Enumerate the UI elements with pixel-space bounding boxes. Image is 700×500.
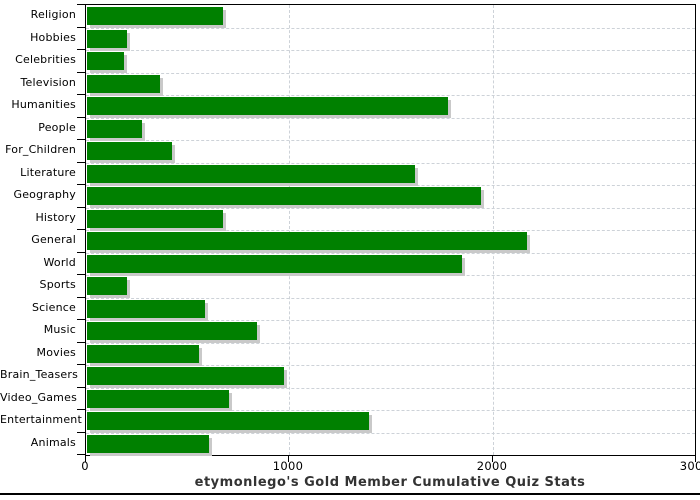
category-label: World <box>43 255 76 269</box>
y-axis-tick <box>77 139 85 140</box>
y-axis-tick <box>77 274 85 275</box>
horizontal-gridline <box>86 72 695 74</box>
bar-science <box>87 299 205 318</box>
y-axis-tick <box>77 184 85 185</box>
y-axis-tick <box>77 454 85 455</box>
category-label: Celebrities <box>15 53 76 66</box>
y-axis-tick <box>77 341 85 343</box>
bar-religion <box>87 7 223 25</box>
y-axis-tick <box>77 116 85 118</box>
category-label: General <box>31 233 76 246</box>
category-label: Video_Games <box>0 390 77 404</box>
y-axis-tick <box>77 251 85 253</box>
horizontal-gridline <box>86 140 695 141</box>
y-axis-tick <box>77 26 85 28</box>
horizontal-gridline <box>86 162 695 164</box>
plot-area <box>85 4 696 456</box>
horizontal-gridline <box>86 320 695 321</box>
category-label: Television <box>20 75 76 89</box>
bar-sports <box>87 277 127 295</box>
bar-entertainment <box>87 412 369 430</box>
bar-humanities <box>87 97 448 115</box>
bar-geography <box>87 187 481 205</box>
category-label: Entertainment <box>0 413 82 426</box>
horizontal-gridline <box>86 252 695 254</box>
bar-history <box>87 209 223 228</box>
horizontal-gridline <box>86 50 695 51</box>
x-axis-tick-label: 1000 <box>272 459 304 473</box>
horizontal-gridline <box>86 387 695 389</box>
y-axis-tick <box>77 319 85 320</box>
horizontal-gridline <box>86 275 695 276</box>
chart-title: etymonlego's Gold Member Cumulative Quiz… <box>194 475 586 490</box>
horizontal-gridline <box>86 117 695 119</box>
category-label: Humanities <box>11 98 76 111</box>
y-axis-tick <box>77 49 85 50</box>
category-label: Literature <box>20 165 76 179</box>
x-axis-tick-label: 3000 <box>679 459 700 473</box>
category-label: Religion <box>30 8 76 21</box>
horizontal-gridline <box>86 27 695 29</box>
horizontal-gridline <box>86 230 695 231</box>
category-label: History <box>35 210 76 224</box>
x-axis-tick <box>492 455 493 462</box>
category-label: Movies <box>36 345 76 359</box>
bar-for_children <box>87 142 172 160</box>
x-axis-tick <box>288 455 289 462</box>
horizontal-gridline <box>86 365 695 366</box>
y-axis-tick <box>77 409 85 410</box>
y-axis-tick <box>77 229 85 230</box>
horizontal-gridline <box>86 95 695 96</box>
horizontal-gridline <box>86 297 695 299</box>
bar-general <box>87 232 527 250</box>
category-label: People <box>38 120 76 134</box>
bar-brain_teasers <box>87 367 284 385</box>
y-axis-tick <box>77 364 85 365</box>
horizontal-gridline <box>86 410 695 411</box>
x-axis-tick-label: 0 <box>81 459 89 473</box>
category-label: Music <box>43 323 76 336</box>
y-axis-tick <box>77 71 85 73</box>
bar-hobbies <box>87 29 127 48</box>
category-label: Sports <box>39 278 76 291</box>
x-axis-tick-label: 2000 <box>476 459 508 473</box>
y-axis-tick <box>77 4 85 5</box>
bar-video_games <box>87 389 229 408</box>
category-label: Animals <box>30 435 76 449</box>
bottom-frame-line <box>0 493 700 495</box>
bar-people <box>87 119 142 138</box>
vertical-gridline <box>492 5 494 455</box>
y-axis-tick <box>77 161 85 163</box>
x-axis-tick <box>695 455 696 462</box>
y-axis-tick <box>77 386 85 388</box>
category-label: For_Children <box>5 143 76 156</box>
bar-animals <box>87 434 209 453</box>
y-axis-tick <box>77 206 85 208</box>
bar-movies <box>87 344 199 363</box>
category-label: Geography <box>13 188 76 201</box>
bar-television <box>87 74 160 93</box>
horizontal-gridline <box>86 207 695 209</box>
bar-celebrities <box>87 52 124 70</box>
y-axis-tick <box>77 296 85 298</box>
bar-literature <box>87 164 415 183</box>
horizontal-gridline <box>86 432 695 434</box>
vertical-gridline <box>289 5 291 455</box>
x-axis-tick <box>85 455 86 462</box>
category-label: Brain_Teasers <box>0 368 79 381</box>
bar-world <box>87 254 462 273</box>
y-axis-tick <box>77 94 85 95</box>
y-axis-tick <box>77 431 85 433</box>
bar-music <box>87 322 257 340</box>
category-label: Hobbies <box>30 30 76 44</box>
horizontal-gridline <box>86 185 695 186</box>
horizontal-gridline <box>86 342 695 344</box>
category-label: Science <box>31 300 76 314</box>
